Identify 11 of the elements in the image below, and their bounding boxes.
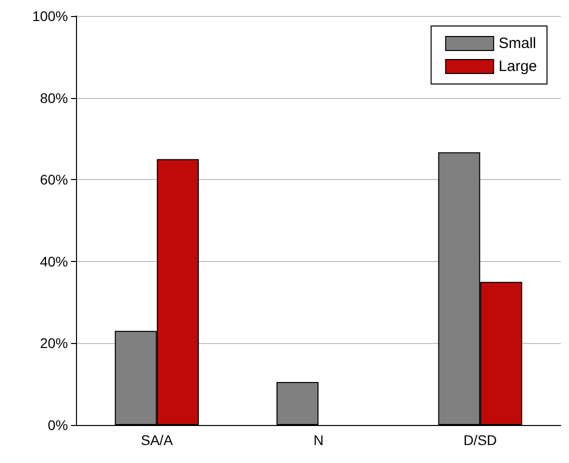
x-tick-label: SA/A — [140, 432, 174, 448]
y-tick-label: 40% — [40, 253, 68, 270]
y-tick-label: 80% — [40, 90, 68, 106]
y-tick-label: 100% — [32, 8, 68, 24]
x-tick-label: N — [313, 432, 324, 448]
legend-label: Small — [498, 35, 536, 52]
legend-label: Large — [498, 58, 538, 75]
y-tick-label: 0% — [48, 417, 68, 433]
y-tick-label: 20% — [40, 335, 68, 352]
x-tick-label: D/SD — [463, 432, 497, 448]
y-tick-label: 60% — [40, 172, 68, 188]
